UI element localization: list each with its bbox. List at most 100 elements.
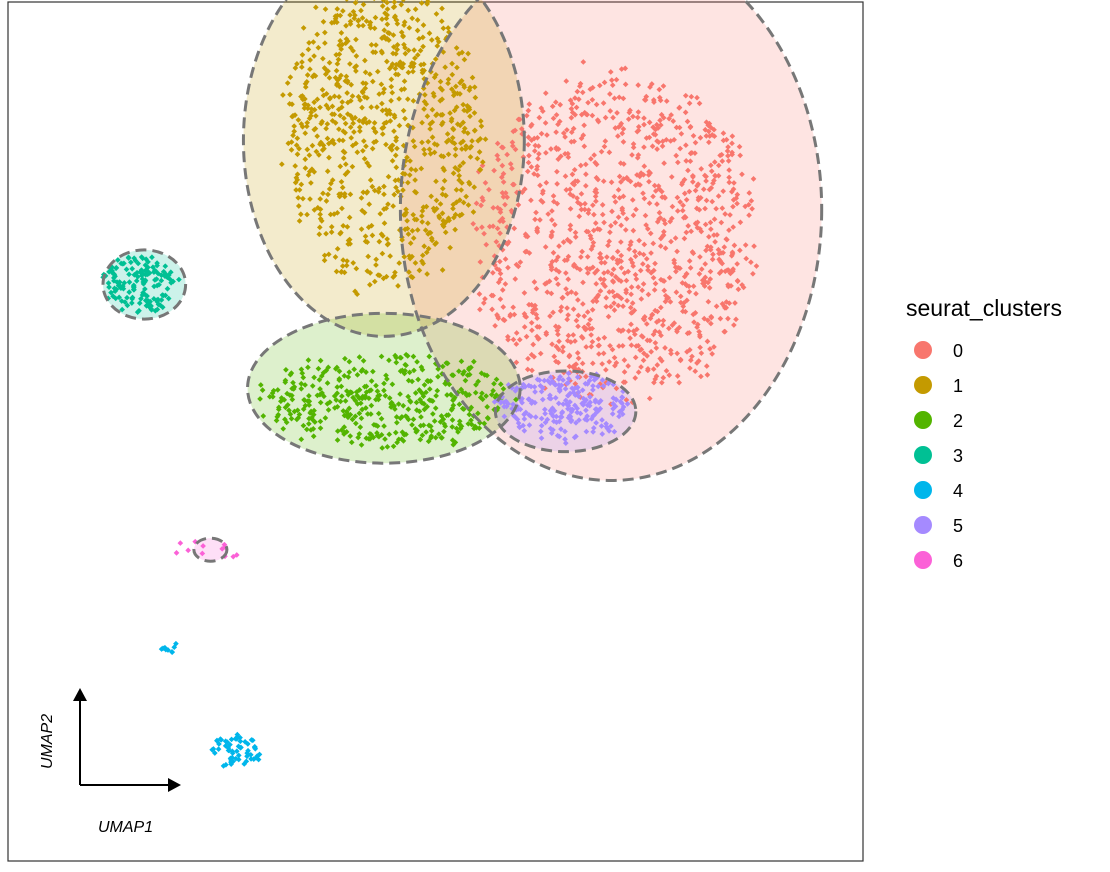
cluster-0-point (647, 337, 653, 344)
cluster-5-point (521, 427, 528, 434)
cluster-0-point (528, 121, 535, 128)
cluster-1-point (379, 107, 386, 114)
cluster-2-point (485, 415, 491, 422)
cluster-0-point (715, 246, 722, 253)
cluster-1-point (430, 90, 437, 97)
cluster-0-point (656, 94, 663, 101)
cluster-3-point (129, 265, 136, 272)
cluster-0-point (611, 307, 618, 313)
cluster-2-point (351, 366, 358, 373)
cluster-0-point (608, 179, 615, 186)
cluster-1-point (295, 117, 302, 123)
cluster-1-point (295, 194, 302, 201)
cluster-0-point (749, 205, 755, 212)
cluster-2-point (450, 402, 457, 409)
cluster-0-point (607, 108, 614, 114)
cluster-1-point (462, 146, 469, 152)
cluster-1-point (400, 187, 406, 193)
cluster-5-point (536, 377, 543, 383)
cluster-1-point (393, 17, 400, 23)
cluster-0-point (576, 213, 583, 220)
cluster-2-point (452, 439, 459, 446)
cluster-0-point (683, 142, 689, 149)
cluster-0-point (513, 261, 520, 268)
cluster-0-point (528, 164, 535, 170)
cluster-0-point (639, 287, 646, 294)
cluster-1-point (429, 237, 435, 244)
cluster-1-point (369, 145, 376, 152)
cluster-2-point (475, 410, 481, 417)
cluster-1-point (403, 209, 410, 216)
cluster-1-point (285, 140, 292, 147)
cluster-5-point (616, 413, 622, 420)
cluster-0-point (565, 154, 572, 161)
cluster-5-point (510, 401, 516, 408)
cluster-2-point (336, 368, 343, 375)
cluster-1-point (467, 113, 473, 120)
cluster-2-point (379, 445, 386, 451)
cluster-1-point (313, 113, 319, 119)
cluster-0-point (663, 368, 670, 374)
cluster-3-point (126, 279, 133, 285)
cluster-1-point (380, 233, 386, 239)
cluster-5-point (619, 411, 626, 417)
cluster-1-point (308, 109, 315, 116)
cluster-5-point (576, 417, 582, 423)
cluster-1-point (378, 81, 385, 88)
cluster-1-point (302, 156, 309, 163)
cluster-2-point (305, 364, 311, 371)
cluster-1-point (433, 197, 440, 204)
cluster-1-point (347, 191, 354, 198)
cluster-1-point (311, 169, 318, 175)
cluster-5-point (596, 399, 602, 406)
cluster-0-point (621, 369, 628, 375)
cluster-1-point (457, 197, 463, 203)
cluster-0-point (697, 333, 703, 340)
cluster-2-point (259, 387, 266, 393)
cluster-0-point (659, 379, 665, 386)
cluster-5-ellipse-fill (495, 370, 636, 452)
cluster-0-point (702, 279, 709, 285)
cluster-0-point (708, 244, 714, 250)
cluster-0-point (525, 355, 531, 362)
cluster-0-point (575, 355, 582, 362)
cluster-0-point (607, 69, 614, 75)
cluster-1-point (406, 253, 413, 259)
cluster-2-point (381, 387, 387, 394)
cluster-1-point (379, 131, 386, 137)
cluster-2-point (461, 368, 467, 375)
cluster-0-point (737, 247, 743, 254)
cluster-0-point (579, 248, 585, 255)
cluster-0-point (601, 276, 607, 283)
cluster-0-point (689, 179, 696, 185)
cluster-1-point (342, 120, 349, 127)
cluster-2-point (346, 405, 352, 412)
cluster-0-point (499, 144, 505, 151)
cluster-5-point (593, 419, 599, 426)
cluster-0-point (512, 127, 518, 134)
cluster-0-point (731, 242, 738, 249)
cluster-0-point (676, 324, 683, 331)
cluster-2-point (386, 357, 392, 364)
cluster-1-point (371, 139, 377, 146)
cluster-0-point (567, 222, 574, 229)
cluster-1-point (460, 159, 467, 166)
cluster-2-point (324, 380, 331, 386)
cluster-0-point (723, 136, 730, 143)
cluster-2-point (368, 402, 375, 409)
cluster-5-point (619, 394, 625, 400)
cluster-5-point (552, 395, 559, 401)
cluster-0-point (691, 319, 697, 325)
cluster-1-point (445, 215, 452, 222)
cluster-2-point (270, 393, 276, 400)
cluster-1-point (429, 106, 436, 113)
cluster-1-point (441, 177, 448, 184)
cluster-1-point (308, 180, 314, 186)
cluster-0-point (570, 306, 577, 312)
cluster-1-point (407, 63, 414, 70)
cluster-0-point (697, 344, 703, 351)
cluster-1-point (458, 187, 465, 193)
cluster-0-point (636, 237, 642, 244)
cluster-0-point (522, 231, 529, 238)
cluster-0-point (607, 342, 613, 349)
